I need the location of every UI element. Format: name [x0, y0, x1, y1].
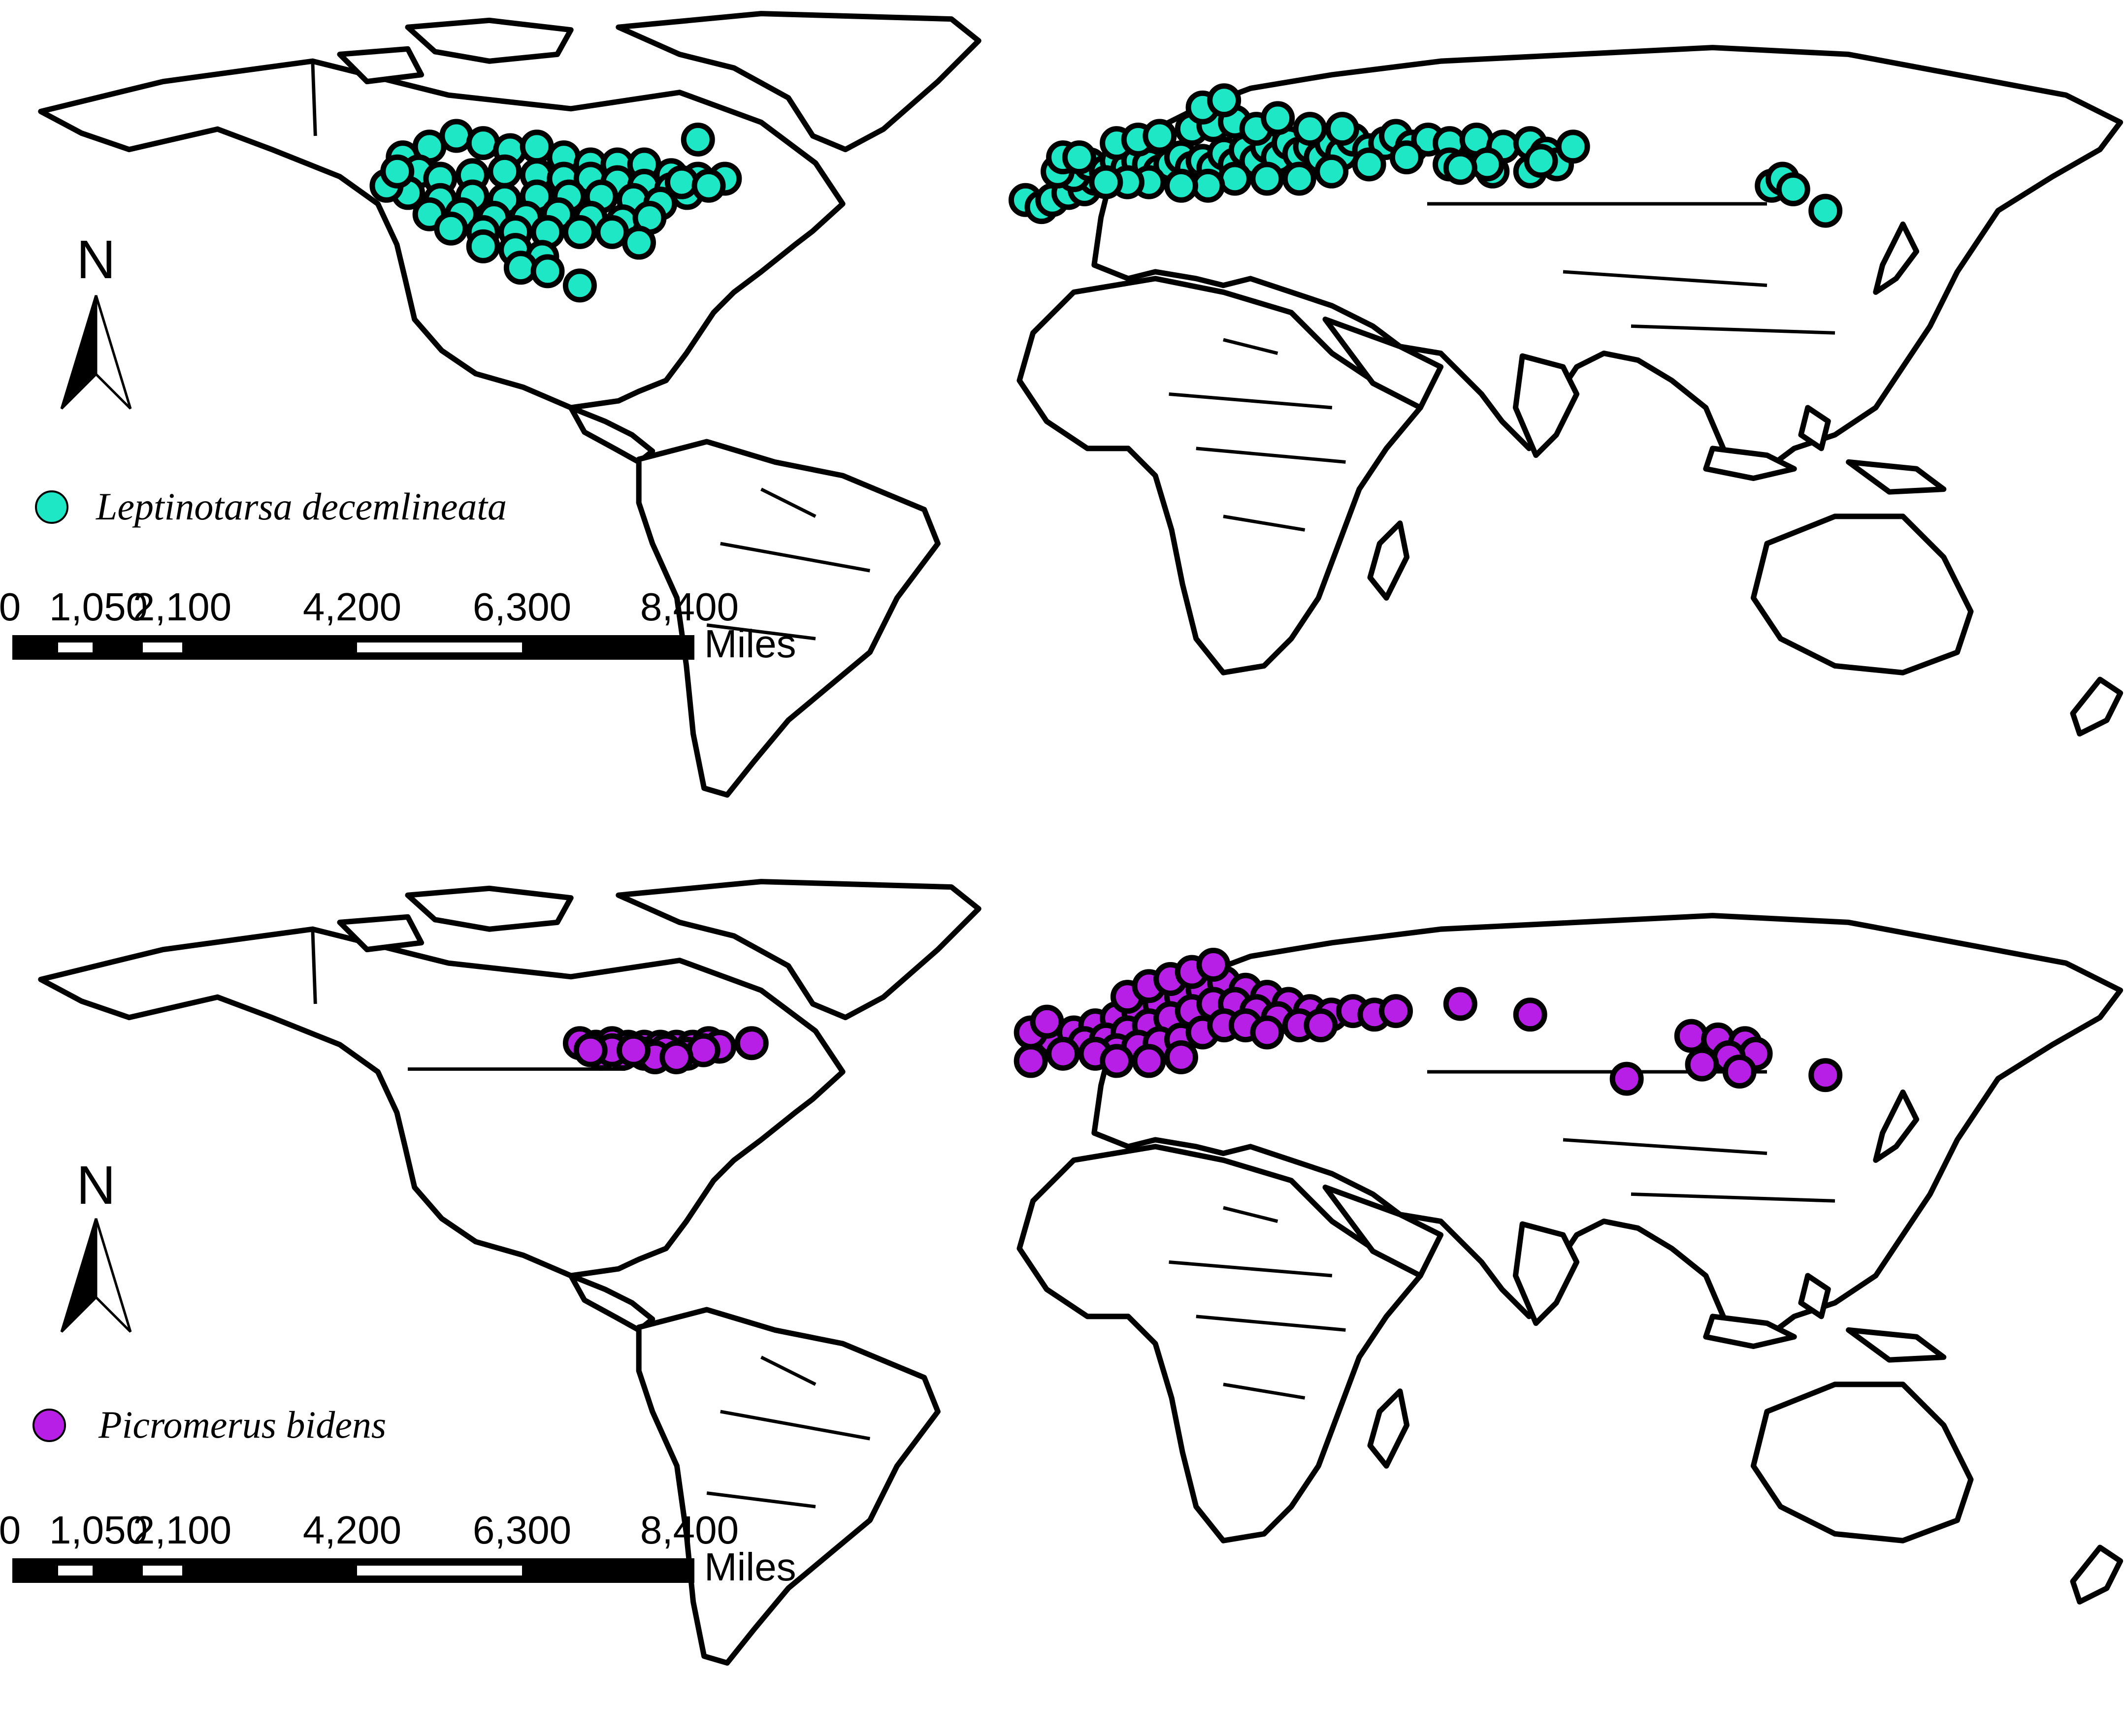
north-arrow-2: N [60, 1155, 132, 1333]
legend-marker-2 [33, 1409, 66, 1442]
legend-label-1: Leptinotarsa decemlineata [96, 485, 507, 528]
occurrence-point [1379, 994, 1413, 1029]
occurrence-point [1314, 154, 1349, 189]
occurrence-point [1443, 987, 1477, 1021]
occurrence-point [691, 168, 726, 203]
scale-tick-0: 0 [0, 1508, 21, 1552]
occurrence-point [1250, 1015, 1284, 1050]
scale-bar-2: 0 1,050 2,100 4,200 6,300 8,400 Miles [0, 1508, 796, 1589]
north-arrow-label-1: N [76, 229, 115, 290]
scale-tick-4: 6,300 [473, 585, 571, 629]
north-arrow-icon-2-right [95, 1218, 132, 1333]
north-arrow-1: N [60, 229, 132, 410]
north-arrow-label-2: N [76, 1155, 115, 1216]
scale-unit-1: Miles [704, 622, 796, 666]
scale-tick-1: 1,050 [49, 585, 148, 629]
occurrence-point [1808, 1058, 1843, 1093]
map-panel-leptinotarsa [41, 14, 2121, 795]
occurrence-point [562, 215, 597, 249]
map-panel-picromerus [41, 882, 2121, 1663]
scale-tick-5: 8,400 [640, 1508, 739, 1552]
legend-marker-1 [35, 490, 68, 524]
legend-label-2: Picromerus bidens [98, 1403, 386, 1446]
occurrence-point [1132, 1044, 1166, 1078]
occurrence-point [466, 229, 500, 263]
occurrence-point [1217, 161, 1252, 196]
scale-tick-3: 4,200 [303, 585, 401, 629]
occurrence-point [434, 211, 468, 246]
occurrence-point [1250, 161, 1284, 196]
occurrence-point [1722, 1054, 1757, 1089]
north-arrow-icon-2 [60, 1218, 98, 1333]
occurrence-point [503, 251, 538, 285]
occurrence-point [1470, 147, 1505, 182]
occurrence-point [466, 126, 500, 161]
occurrence-point [1143, 119, 1177, 153]
scale-unit-2: Miles [704, 1545, 796, 1589]
occurrence-point [1014, 1044, 1048, 1078]
occurrence-point [1609, 1061, 1644, 1096]
occurrence-point [488, 154, 522, 189]
occurrence-points-leptinotarsa [369, 83, 1843, 303]
scale-tick-1: 1,050 [49, 1508, 148, 1552]
scale-tick-4: 6,300 [473, 1508, 571, 1552]
occurrence-point [1196, 948, 1231, 982]
occurrence-point [1389, 140, 1424, 175]
occurrence-point [1352, 147, 1386, 182]
occurrence-point [1685, 1047, 1719, 1082]
occurrence-point [1164, 1040, 1198, 1074]
occurrence-point [1282, 161, 1316, 196]
occurrence-point [439, 119, 474, 153]
occurrence-point [530, 254, 565, 289]
occurrence-point [1089, 165, 1123, 199]
occurrence-point [1674, 1019, 1708, 1053]
occurrence-point [1556, 129, 1590, 164]
occurrence-point [1325, 112, 1359, 146]
occurrence-point [1513, 997, 1547, 1032]
occurrence-point [734, 1026, 769, 1061]
occurrence-point [659, 1040, 694, 1074]
occurrence-point [1062, 140, 1096, 175]
occurrence-point [1293, 112, 1327, 146]
occurrence-point [621, 225, 656, 260]
scale-tick-3: 4,200 [303, 1508, 401, 1552]
occurrence-point [616, 1033, 651, 1067]
occurrence-point [1207, 83, 1242, 118]
occurrence-point [1808, 193, 1843, 228]
occurrence-point [1524, 144, 1558, 178]
occurrence-point [1046, 1036, 1080, 1071]
occurrence-point [1030, 1004, 1064, 1039]
occurrence-point [1776, 172, 1810, 206]
occurrence-points-picromerus [562, 948, 1843, 1096]
legend-1: Leptinotarsa decemlineata [35, 485, 507, 528]
north-arrow-icon-1-right [95, 295, 132, 410]
legend-2: Picromerus bidens [33, 1403, 386, 1446]
occurrence-point [664, 165, 699, 199]
occurrence-point [686, 1033, 720, 1067]
occurrence-point [1164, 168, 1198, 203]
scale-tick-2: 2,100 [133, 585, 231, 629]
occurrence-point [681, 122, 715, 157]
occurrence-point [562, 268, 597, 303]
occurrence-point [1304, 1008, 1338, 1043]
occurrence-point [1443, 151, 1477, 185]
occurrence-point [1100, 1044, 1134, 1078]
scale-tick-2: 2,100 [133, 1508, 231, 1552]
scale-bar-1: 0 1,050 2,100 4,200 6,300 8,400 Miles [0, 585, 796, 666]
occurrence-point [1261, 101, 1295, 135]
occurrence-point [573, 1033, 608, 1067]
occurrence-point [380, 154, 415, 189]
scale-tick-5: 8,400 [640, 585, 739, 629]
north-arrow-icon-1 [60, 295, 98, 410]
scale-tick-0: 0 [0, 585, 21, 629]
